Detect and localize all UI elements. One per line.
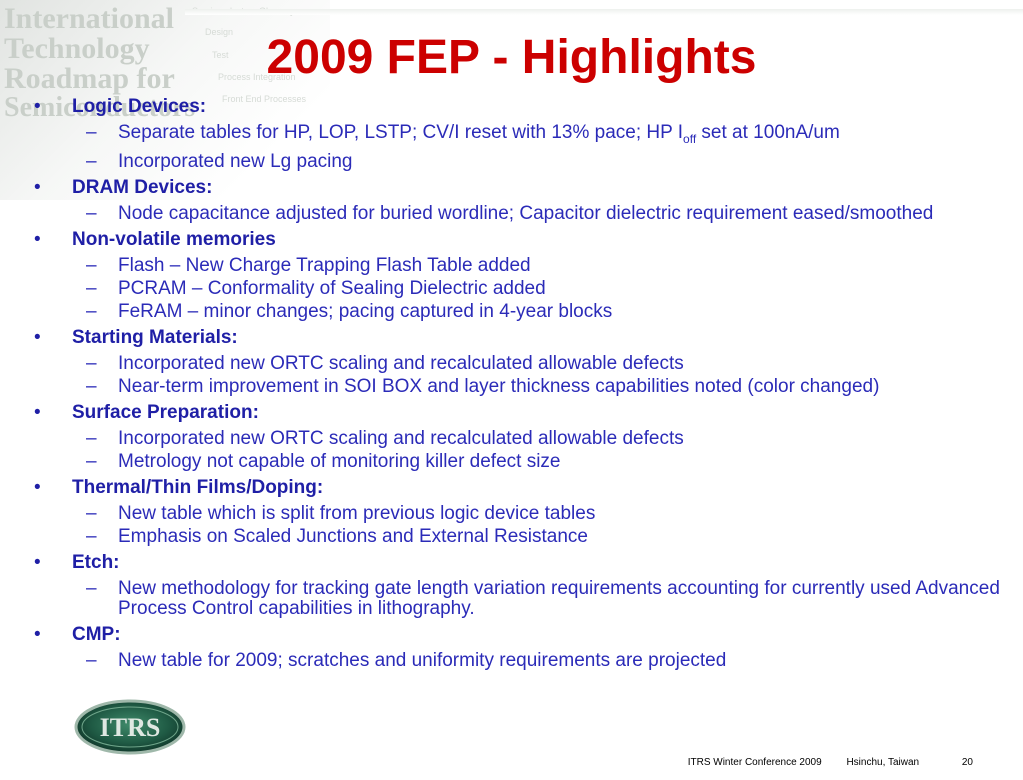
watermark-line-1: International <box>4 2 175 35</box>
bullet-dram-devices: • DRAM Devices: <box>30 175 1015 201</box>
itrs-logo: ITRS <box>74 699 186 755</box>
bullet-cmp: • CMP: <box>30 622 1015 648</box>
sub-bullet: – FeRAM – minor changes; pacing captured … <box>30 300 1015 322</box>
dash-marker: – <box>86 649 97 671</box>
watermark-fade <box>0 0 330 200</box>
footer-conference: ITRS Winter Conference 2009 <box>687 757 822 768</box>
sub-text: Emphasis on Scaled Junctions and Externa… <box>118 525 588 547</box>
slide-footer: ITRS Winter Conference 2009 Hsinchu, Tai… <box>666 757 973 768</box>
dash-marker: – <box>86 450 97 472</box>
bullet-dot: • <box>34 176 41 198</box>
watermark-line-2: Technology <box>4 32 150 65</box>
bullet-label: Thermal/Thin Films/Doping: <box>72 476 324 498</box>
sub-text: New methodology for tracking gate length… <box>118 577 1000 619</box>
sub-bullet: – Separate tables for HP, LOP, LSTP; CV/I… <box>30 123 1015 149</box>
watermark-menu-4: Process Integration <box>218 72 296 82</box>
bullet-list: • Logic Devices: – Separate tables for HP,… <box>30 94 1015 674</box>
bullet-dot: • <box>34 623 41 645</box>
sub-text: FeRAM – minor changes; pacing captured i… <box>118 300 613 322</box>
bullet-dot: • <box>34 228 41 250</box>
bullet-logic-devices: • Logic Devices: <box>30 94 1015 120</box>
sub-bullet: – New table for 2009; scratches and unifo… <box>30 649 1015 671</box>
watermark-menu-2: Design <box>205 27 234 37</box>
dash-marker: – <box>86 122 97 143</box>
bullet-etch: • Etch: <box>30 550 1015 576</box>
sub-text: Incorporated new ORTC scaling and recalc… <box>118 427 684 449</box>
bullet-dot: • <box>34 326 41 348</box>
sub-text: Near-term improvement in SOI BOX and lay… <box>118 375 880 397</box>
dash-marker: – <box>86 150 97 172</box>
watermark-menu-3: Test <box>212 50 229 60</box>
dash-marker: – <box>86 502 97 524</box>
sub-text: New table for 2009; scratches and unifor… <box>118 649 727 671</box>
sub-bullet: – New table which is split from previous … <box>30 502 1015 524</box>
sub-bullet: – New methodology for tracking gate lengt… <box>30 577 1015 619</box>
subscript: off <box>683 131 697 146</box>
bullet-dot: • <box>34 476 41 498</box>
sub-bullet: – Near-term improvement in SOI BOX and la… <box>30 375 1015 397</box>
sub-bullet: – PCRAM – Conformality of Sealing Dielect… <box>30 277 1015 299</box>
bullet-label: DRAM Devices: <box>72 176 213 198</box>
watermark-menu-5: Front End Processes <box>222 94 307 104</box>
sub-text: Incorporated new ORTC scaling and recalc… <box>118 352 684 374</box>
logo-orbit <box>81 706 179 748</box>
dash-marker: – <box>86 525 97 547</box>
itrs-watermark: International Technology Roadmap for Sem… <box>0 0 330 200</box>
bullet-label: Surface Preparation: <box>72 401 259 423</box>
sub-bullet: – Emphasis on Scaled Junctions and Extern… <box>30 525 1015 547</box>
bullet-label: Non-volatile memories <box>72 228 276 250</box>
sub-bullet: – Incorporated new Lg pacing <box>30 150 1015 172</box>
sub-bullet: – Incorporated new ORTC scaling and recal… <box>30 427 1015 449</box>
bullet-surface-preparation: • Surface Preparation: <box>30 400 1015 426</box>
sub-text: Incorporated new Lg pacing <box>118 150 353 172</box>
bullet-label: Etch: <box>72 551 120 573</box>
sub-text: Node capacitance adjusted for buried wor… <box>118 202 934 224</box>
bullet-dot: • <box>34 551 41 573</box>
sub-text: Flash – New Charge Trapping Flash Table … <box>118 254 531 276</box>
dash-marker: – <box>86 427 97 449</box>
bullet-non-volatile-memories: • Non-volatile memories <box>30 227 1015 253</box>
sub-text-tail: set at 100nA/um <box>696 122 840 143</box>
watermark-line-4: Semiconductors <box>4 92 196 123</box>
bullet-starting-materials: • Starting Materials: <box>30 325 1015 351</box>
sub-text: New table which is split from previous l… <box>118 502 596 524</box>
dash-marker: – <box>86 375 97 397</box>
bullet-dot: • <box>34 96 41 117</box>
bullet-thermal-thin-films-doping: • Thermal/Thin Films/Doping: <box>30 475 1015 501</box>
header-rule <box>185 9 1023 15</box>
sub-text: Metrology not capable of monitoring kill… <box>118 450 561 472</box>
dash-marker: – <box>86 277 97 299</box>
sub-text: PCRAM – Conformality of Sealing Dielectr… <box>118 277 546 299</box>
logo-globe <box>74 699 186 755</box>
slide-title: 2009 FEP - Highlights <box>266 31 757 84</box>
logo-text: ITRS <box>100 713 161 742</box>
sub-bullet: – Node capacitance adjusted for buried wo… <box>30 202 1015 224</box>
dash-marker: – <box>86 577 97 599</box>
sub-text: Separate tables for HP, LOP, LSTP; CV/I … <box>118 122 684 143</box>
bullet-label: CMP: <box>72 623 121 645</box>
footer-page-number: 20 <box>961 757 973 768</box>
bullet-label: Starting Materials: <box>72 326 238 348</box>
dash-marker: – <box>86 300 97 322</box>
watermark-line-3: Roadmap for <box>4 62 175 95</box>
sub-bullet: – Incorporated new ORTC scaling and recal… <box>30 352 1015 374</box>
dash-marker: – <box>86 202 97 224</box>
footer-location: Hsinchu, Taiwan <box>846 757 920 768</box>
bullet-label: Logic Devices: <box>72 96 207 117</box>
bullet-dot: • <box>34 401 41 423</box>
dash-marker: – <box>86 254 97 276</box>
dash-marker: – <box>86 352 97 374</box>
sub-bullet: – Flash – New Charge Trapping Flash Table… <box>30 254 1015 276</box>
sub-bullet: – Metrology not capable of monitoring kil… <box>30 450 1015 472</box>
